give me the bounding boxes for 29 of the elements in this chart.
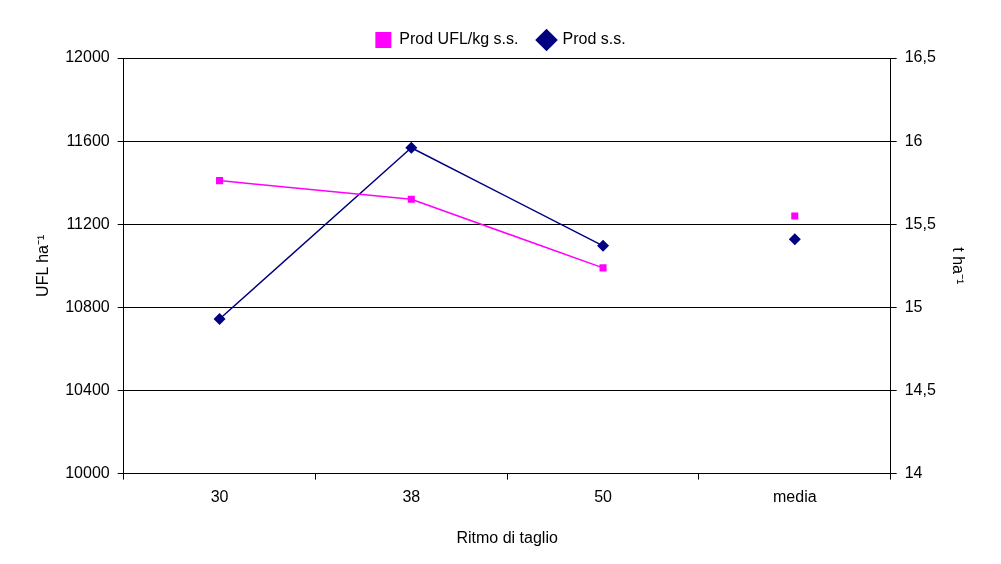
point: [791, 212, 799, 220]
y-axis-title: UFL ha⁻¹: [34, 234, 52, 297]
x-tick-label: 30: [210, 487, 229, 505]
point: [788, 233, 801, 246]
x-tick-label: 50: [594, 487, 613, 505]
point: [407, 195, 415, 203]
x-axis-title: Ritmo di taglio: [456, 528, 558, 546]
y2-tick-label: 16: [904, 131, 923, 149]
y2-tick-label: 14,5: [904, 380, 936, 398]
y-tick-label: 10400: [65, 380, 110, 398]
y2-tick-label: 15,5: [904, 214, 936, 232]
y2-tick-label: 15: [904, 297, 923, 315]
y2-tick-label: 16,5: [904, 48, 936, 66]
point: [213, 313, 226, 325]
y-tick-label: 10000: [65, 464, 110, 482]
point: [599, 264, 607, 272]
legend-label: Prod s.s.: [562, 30, 626, 48]
point: [597, 239, 610, 252]
y2-tick-label: 14: [904, 464, 923, 482]
legend-label: Prod UFL/kg s.s.: [399, 30, 519, 48]
x-tick-label: 38: [402, 487, 421, 505]
y-tick-label: 11200: [66, 214, 110, 232]
y2-axis-title: t ha⁻¹: [949, 247, 967, 285]
x-tick-label: media: [773, 487, 817, 505]
y-tick-label: 12000: [65, 48, 110, 66]
y-tick-label: 11600: [66, 131, 110, 149]
point: [216, 177, 224, 185]
point: [405, 141, 418, 154]
y-tick-label: 10800: [65, 297, 110, 315]
